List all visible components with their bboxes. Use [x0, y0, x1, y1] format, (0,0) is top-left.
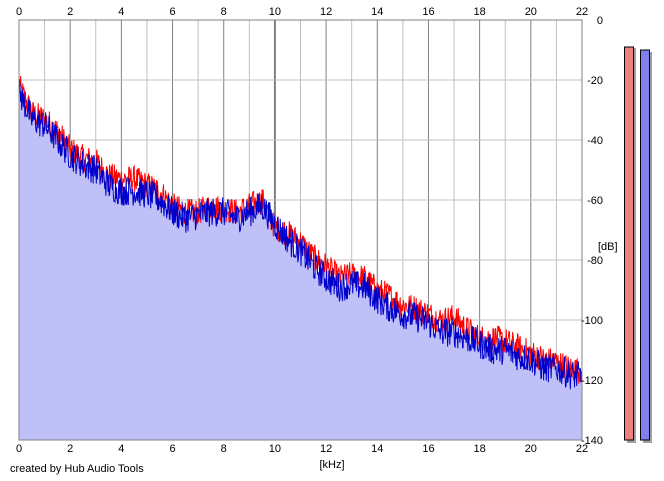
y-tick-label: -20: [587, 75, 603, 87]
x-tick-label-bottom: 22: [576, 443, 588, 455]
x-tick-label-top: 12: [320, 6, 332, 18]
meter-right-bar: [640, 49, 650, 441]
x-tick-label-top: 10: [269, 6, 281, 18]
y-tick-label: -100: [581, 315, 603, 327]
x-tick-label-bottom: 2: [67, 443, 73, 455]
x-tick-label-top: 16: [422, 6, 434, 18]
x-tick-label-top: 22: [576, 6, 588, 18]
y-tick-label: -40: [587, 135, 603, 147]
x-tick-label-bottom: 8: [221, 443, 227, 455]
x-ticks-top: 0 2 4 6 8 10 12 14 16 18 20 22: [16, 6, 588, 18]
x-tick-label-top: 18: [474, 6, 486, 18]
series-line-right: [18, 79, 583, 390]
x-tick-label-top: 14: [371, 6, 383, 18]
x-tick-label-bottom: 12: [320, 443, 332, 455]
credit-text: created by Hub Audio Tools: [10, 463, 144, 475]
y-ticks: 0 -20 -40 -60 -80 -100 -120 -140: [581, 15, 603, 447]
x-ticks-bottom: 0 2 4 6 8 10 12 14 16 18 20 22: [16, 443, 588, 455]
x-tick-label-bottom: 0: [16, 443, 22, 455]
x-tick-label-bottom: 10: [269, 443, 281, 455]
y-tick-label: 0: [597, 15, 603, 27]
y-tick-label: -80: [587, 255, 603, 267]
x-tick-label-top: 20: [525, 6, 537, 18]
x-tick-label-top: 4: [118, 6, 124, 18]
x-axis-unit-label: [kHz]: [319, 459, 344, 471]
level-meters: [624, 46, 652, 443]
x-tick-label-bottom: 16: [422, 443, 434, 455]
x-tick-label-bottom: 6: [169, 443, 175, 455]
x-tick-label-bottom: 18: [474, 443, 486, 455]
meter-left-bar: [624, 46, 634, 441]
x-tick-label-top: 8: [221, 6, 227, 18]
x-tick-label-bottom: 20: [525, 443, 537, 455]
y-tick-label: -140: [581, 435, 603, 447]
x-tick-label-bottom: 14: [371, 443, 383, 455]
x-tick-label-top: 0: [16, 6, 22, 18]
y-tick-label: -120: [581, 375, 603, 387]
x-tick-label-bottom: 4: [118, 443, 124, 455]
y-tick-label: -60: [587, 195, 603, 207]
plot-frame: [18, 19, 583, 441]
x-tick-label-top: 2: [67, 6, 73, 18]
spectrum-lines: [18, 75, 583, 390]
x-tick-label-top: 6: [169, 6, 175, 18]
y-axis-unit-label: [dB]: [598, 241, 618, 253]
